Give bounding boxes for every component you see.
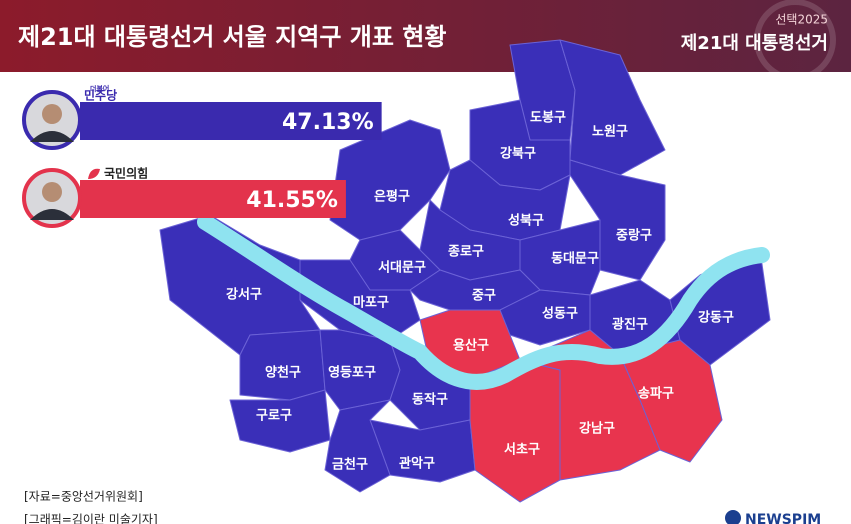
district-label: 서대문구 (378, 261, 426, 276)
district-label: 강남구 (579, 421, 615, 437)
district-label: 성북구 (508, 214, 544, 229)
district-label: 동대문구 (551, 252, 599, 267)
district-label: 중랑구 (616, 229, 652, 244)
vote-bar (80, 180, 346, 218)
district (159, 214, 321, 356)
district-label: 광진구 (612, 317, 648, 333)
district-label: 강동구 (698, 310, 734, 326)
district-label: 동작구 (412, 392, 448, 408)
logo-top: 선택2025 (775, 13, 828, 27)
title: 제21대 대통령선거 서울 지역구 개표 현황 (18, 23, 446, 51)
district-label: 성동구 (542, 307, 578, 322)
candidate-suit (30, 209, 74, 220)
party-name: 국민의힘 (104, 166, 148, 181)
district-label: 금천구 (332, 458, 368, 473)
district-label: 은평구 (374, 189, 410, 205)
district-label: 양천구 (265, 366, 301, 381)
party-prefix: 더불어 (90, 84, 109, 93)
district-label: 구로구 (256, 409, 292, 424)
district-label: 영등포구 (328, 366, 376, 381)
logo-mark (754, 0, 836, 81)
district-label: 강북구 (500, 146, 536, 162)
han-river (197, 214, 770, 390)
district-label: 도봉구 (530, 111, 566, 126)
vote-bar (80, 102, 382, 140)
district-label: 송파구 (638, 387, 674, 402)
party-name: 민주당 (84, 88, 117, 103)
district (619, 339, 723, 463)
credit: [그래픽=김이란 미술기자] (24, 513, 158, 524)
party-icon (88, 168, 100, 179)
source: [자료=중앙선거위원회] (24, 490, 143, 504)
candidate-head (42, 182, 62, 202)
vote-share: 41.55% (246, 188, 338, 213)
district-label: 서초구 (504, 443, 540, 458)
district-label: 노원구 (592, 125, 628, 140)
district-label: 강서구 (226, 287, 262, 303)
brand: NEWSPIM (745, 512, 821, 524)
header-bar (0, 0, 851, 72)
district (324, 399, 391, 493)
district-label: 용산구 (453, 338, 489, 354)
district-label: 마포구 (353, 295, 389, 311)
district-label: 종로구 (448, 245, 484, 260)
candidate-suit (30, 131, 74, 142)
candidate-head (42, 104, 62, 124)
district-label: 중구 (472, 289, 496, 304)
brand-icon (725, 510, 741, 524)
district (559, 39, 666, 176)
district-label: 관악구 (399, 456, 435, 472)
logo-main: 제21대 대통령선거 (681, 33, 828, 54)
vote-share: 47.13% (282, 110, 374, 135)
